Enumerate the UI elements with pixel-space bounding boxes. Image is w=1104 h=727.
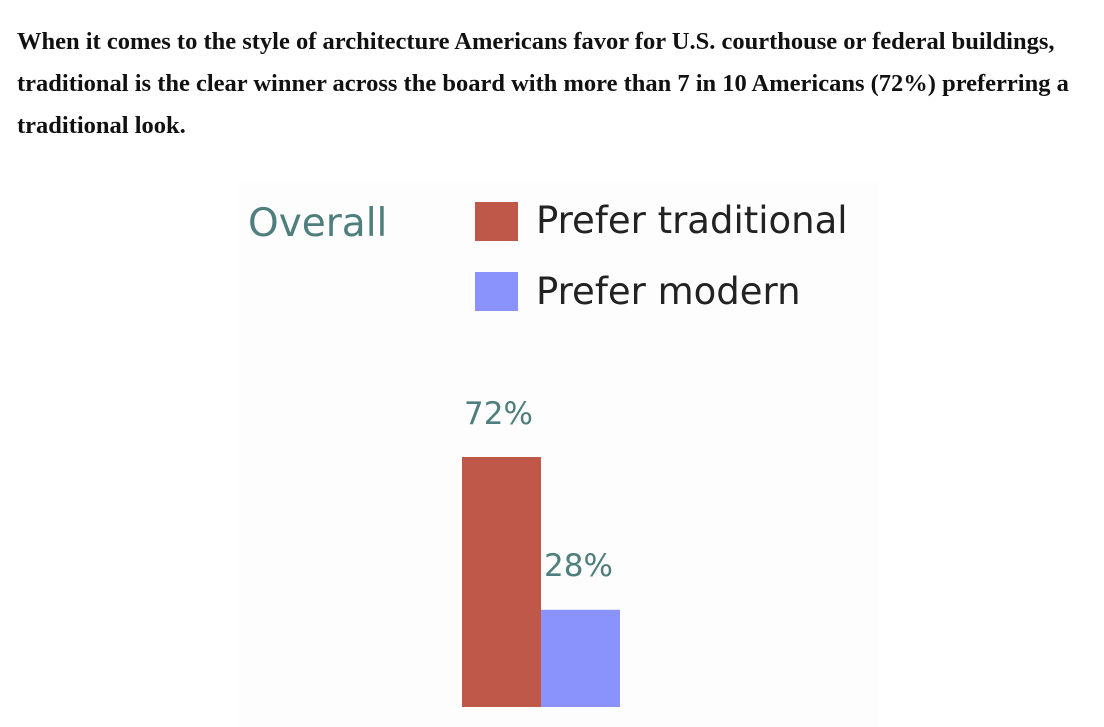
chart-panel: Overall Prefer traditional Prefer modern…	[238, 182, 878, 727]
bar-modern	[541, 609, 620, 707]
bar-traditional	[462, 457, 541, 707]
legend-label-modern: Prefer modern	[536, 270, 801, 313]
data-label-traditional: 72%	[464, 396, 533, 432]
intro-paragraph: When it comes to the style of architectu…	[17, 28, 1069, 139]
legend-label-traditional: Prefer traditional	[536, 199, 848, 242]
chart-title: Overall	[248, 201, 387, 246]
legend-swatch-modern	[475, 272, 518, 311]
legend-swatch-traditional	[475, 202, 518, 241]
overall-bar-chart: Overall Prefer traditional Prefer modern…	[248, 199, 848, 707]
data-label-modern: 28%	[544, 548, 613, 584]
bars-group: 72% 28%	[462, 396, 620, 707]
